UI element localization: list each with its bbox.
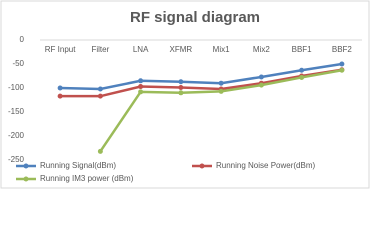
x-tick-label: XFMR [170, 45, 193, 54]
y-tick-label: -50 [12, 59, 24, 68]
point [178, 85, 184, 91]
point [57, 85, 63, 91]
point [97, 86, 103, 92]
point [339, 67, 345, 73]
page: {"chart_data": {"type": "line", "title":… [0, 0, 370, 189]
y-tick-label: 0 [20, 35, 25, 44]
point [339, 61, 345, 67]
point [178, 79, 184, 85]
point [258, 82, 264, 88]
point [299, 67, 305, 73]
y-tick-label: -200 [8, 131, 25, 140]
point [218, 88, 224, 94]
point [299, 74, 305, 80]
point [178, 90, 184, 96]
chart: RF signal diagram -250 -200 -150 -100 -50 0 RF… [0, 0, 370, 189]
x-tick-label: RF Input [45, 45, 76, 54]
x-tick-label: Filter [91, 45, 109, 54]
point [57, 93, 63, 99]
legend-marker [199, 163, 205, 169]
series-line [60, 62, 343, 91]
point [97, 93, 103, 99]
legend-marker [23, 163, 29, 169]
y-tick-label: -150 [8, 107, 25, 116]
x-tick-label: LNA [133, 45, 149, 54]
series-line [60, 68, 343, 98]
x-tick-label: Mix2 [253, 45, 270, 54]
point [258, 74, 264, 80]
x-tick-label: BBF1 [292, 45, 313, 54]
legend-marker [23, 176, 29, 182]
point [97, 148, 103, 154]
legend-label: Running IM3 power (dBm) [40, 174, 134, 183]
point [138, 89, 144, 95]
point [218, 80, 224, 86]
point [138, 78, 144, 84]
y-tick-label: -250 [8, 155, 25, 164]
x-tick-label: BBF2 [332, 45, 353, 54]
chart-border [0, 0, 370, 189]
point [138, 84, 144, 90]
x-tick-label: Mix1 [213, 45, 230, 54]
y-tick-label: -100 [8, 83, 25, 92]
legend-label: Running Noise Power(dBm) [216, 161, 315, 170]
chart-title: RF signal diagram [130, 9, 260, 26]
legend-label: Running Signal(dBm) [40, 161, 116, 170]
